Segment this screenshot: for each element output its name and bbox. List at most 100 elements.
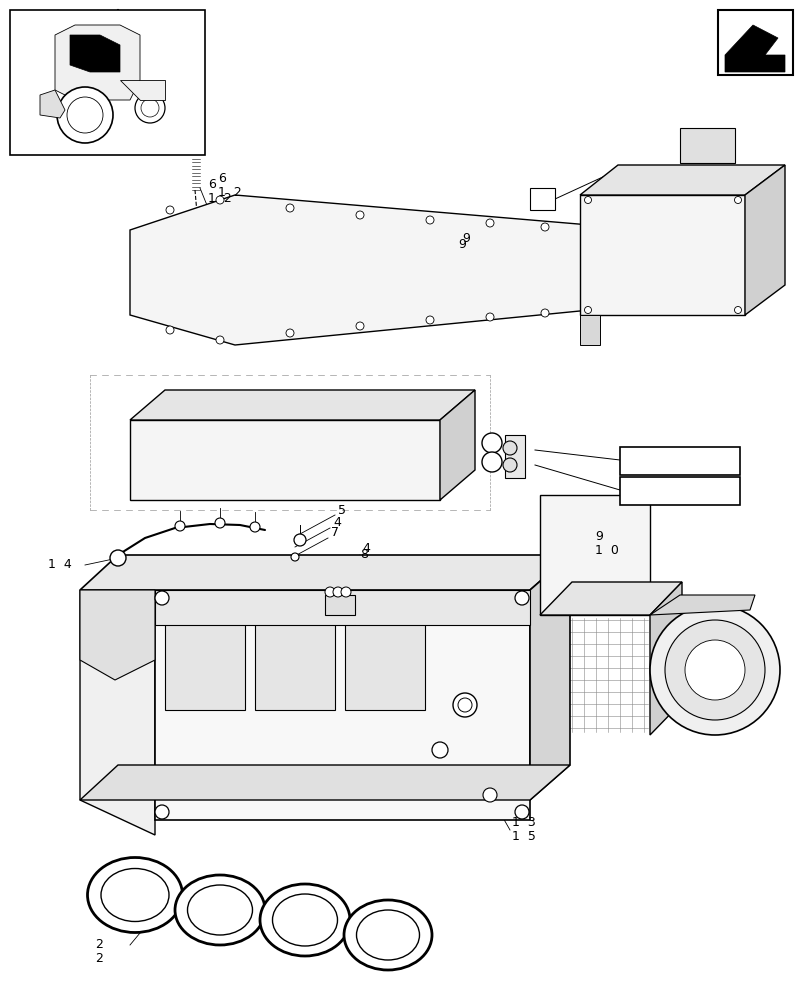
Polygon shape	[580, 165, 785, 195]
Polygon shape	[440, 390, 475, 500]
Circle shape	[734, 306, 742, 314]
Text: 9: 9	[595, 530, 603, 544]
Circle shape	[515, 805, 529, 819]
Polygon shape	[130, 390, 475, 420]
Circle shape	[356, 211, 364, 219]
Circle shape	[584, 196, 591, 204]
Circle shape	[486, 219, 494, 227]
Circle shape	[734, 196, 742, 204]
Text: 2: 2	[95, 938, 103, 952]
Circle shape	[432, 742, 448, 758]
Ellipse shape	[187, 885, 252, 935]
Polygon shape	[725, 25, 785, 72]
Polygon shape	[130, 420, 440, 500]
Circle shape	[141, 99, 159, 117]
Bar	[620, 447, 740, 475]
Polygon shape	[580, 315, 600, 345]
Text: 9: 9	[462, 232, 470, 244]
Text: 6: 6	[218, 172, 226, 184]
Polygon shape	[80, 590, 155, 680]
Text: 1  4: 1 4	[48, 558, 72, 572]
Text: 3: 3	[688, 686, 696, 700]
Circle shape	[216, 196, 224, 204]
Polygon shape	[120, 80, 165, 100]
Text: 2: 2	[95, 952, 103, 964]
Ellipse shape	[260, 884, 350, 956]
Circle shape	[453, 693, 477, 717]
Circle shape	[166, 206, 174, 214]
Polygon shape	[130, 195, 590, 345]
Text: 7: 7	[331, 526, 339, 538]
Bar	[620, 477, 740, 505]
Text: 9: 9	[458, 238, 466, 251]
Polygon shape	[155, 590, 530, 820]
Bar	[718, 10, 793, 75]
Circle shape	[175, 521, 185, 531]
Polygon shape	[55, 25, 140, 100]
Polygon shape	[80, 590, 155, 835]
Text: 2: 2	[678, 485, 685, 497]
Polygon shape	[325, 595, 355, 615]
Circle shape	[650, 605, 780, 735]
Text: 2: 2	[678, 454, 685, 468]
Circle shape	[291, 553, 299, 561]
Polygon shape	[650, 595, 755, 615]
Bar	[580, 195, 745, 315]
Ellipse shape	[87, 857, 183, 932]
Circle shape	[250, 522, 260, 532]
Circle shape	[135, 93, 165, 123]
Text: PAG.: PAG.	[626, 485, 653, 497]
Bar	[165, 615, 245, 710]
Circle shape	[325, 587, 335, 597]
Polygon shape	[650, 582, 682, 735]
Circle shape	[665, 620, 765, 720]
Text: 6: 6	[208, 178, 216, 192]
Ellipse shape	[272, 894, 338, 946]
Ellipse shape	[101, 868, 169, 922]
Circle shape	[584, 306, 591, 314]
Circle shape	[356, 322, 364, 330]
Bar	[540, 495, 650, 615]
Polygon shape	[745, 165, 785, 315]
Circle shape	[155, 591, 169, 605]
Circle shape	[426, 216, 434, 224]
Circle shape	[515, 591, 529, 605]
Polygon shape	[80, 555, 570, 590]
Circle shape	[216, 336, 224, 344]
Text: 5: 5	[338, 504, 346, 516]
Circle shape	[294, 534, 306, 546]
Circle shape	[458, 698, 472, 712]
Circle shape	[166, 326, 174, 334]
Ellipse shape	[356, 910, 419, 960]
Text: 8: 8	[360, 548, 368, 562]
Polygon shape	[540, 582, 682, 615]
Ellipse shape	[175, 875, 265, 945]
Circle shape	[503, 458, 517, 472]
Text: 1  0: 1 0	[595, 544, 619, 556]
Bar	[680, 128, 735, 163]
Ellipse shape	[344, 900, 432, 970]
Polygon shape	[505, 435, 525, 478]
Circle shape	[57, 87, 113, 143]
Bar	[345, 615, 425, 710]
Circle shape	[486, 313, 494, 321]
Text: 1  1: 1 1	[688, 674, 712, 686]
Circle shape	[333, 587, 343, 597]
Circle shape	[155, 805, 169, 819]
Polygon shape	[80, 765, 570, 800]
Text: PAG.: PAG.	[626, 454, 653, 468]
Circle shape	[541, 309, 549, 317]
Text: 1  2: 1 2	[218, 186, 242, 198]
Circle shape	[541, 223, 549, 231]
Circle shape	[215, 518, 225, 528]
Polygon shape	[70, 35, 120, 72]
Circle shape	[482, 452, 502, 472]
Text: 1  5: 1 5	[512, 830, 536, 842]
Circle shape	[67, 97, 103, 133]
Circle shape	[482, 433, 502, 453]
Circle shape	[685, 640, 745, 700]
Polygon shape	[40, 90, 65, 118]
Polygon shape	[155, 590, 530, 625]
Text: 1  3: 1 3	[512, 816, 536, 828]
Text: 4: 4	[333, 516, 341, 528]
